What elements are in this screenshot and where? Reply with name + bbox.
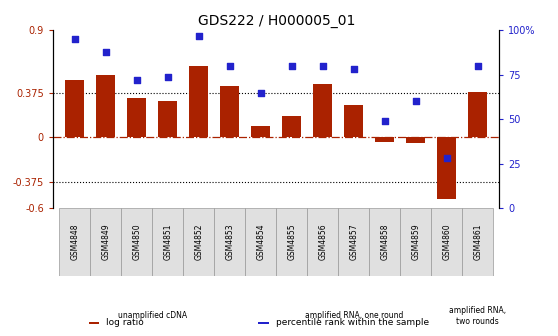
Bar [258,322,269,324]
Point [70,37,79,42]
Bar [214,208,245,276]
Point [318,63,327,69]
Text: GSM4849: GSM4849 [101,223,110,260]
Text: GSM4852: GSM4852 [194,224,203,260]
Bar [462,208,493,276]
Bar [468,92,487,137]
Text: GSM4850: GSM4850 [132,223,141,260]
Point [380,118,389,124]
Bar [276,208,307,276]
Bar [59,208,90,276]
Text: unamplified cDNA: unamplified cDNA [118,311,187,320]
Bar [183,208,214,276]
Text: GSM4848: GSM4848 [70,224,79,260]
Bar [314,84,332,137]
Bar [400,208,431,276]
Bar [220,86,239,137]
Bar [431,208,462,276]
Text: GSM4858: GSM4858 [380,224,389,260]
Bar [406,137,425,143]
Point [225,63,234,69]
Bar [307,208,338,276]
Bar [437,137,456,199]
Text: GSM4859: GSM4859 [411,223,420,260]
Text: percentile rank within the sample: percentile rank within the sample [276,319,429,327]
Text: GSM4861: GSM4861 [473,224,482,260]
Bar [376,137,394,142]
Bar [252,126,270,137]
Bar [89,322,99,324]
Point [194,33,203,38]
Bar [152,208,183,276]
Point [473,63,482,69]
Bar [245,208,276,276]
Point [349,67,358,72]
Point [101,49,110,54]
Text: amplified RNA, one round: amplified RNA, one round [305,311,403,320]
Text: GSM4854: GSM4854 [256,223,265,260]
Point [442,156,451,161]
Text: GSM4856: GSM4856 [318,223,327,260]
Text: log ratio: log ratio [106,319,144,327]
Point [163,74,172,79]
Bar [282,116,301,137]
Text: GSM4860: GSM4860 [442,223,451,260]
Bar [97,75,115,137]
Text: protocol: protocol [0,335,1,336]
Point [287,63,296,69]
Bar [90,208,121,276]
Bar [65,80,84,137]
Text: amplified RNA,
two rounds: amplified RNA, two rounds [449,306,506,326]
Title: GDS222 / H000005_01: GDS222 / H000005_01 [198,14,355,28]
Text: GSM4855: GSM4855 [287,223,296,260]
Bar [338,208,369,276]
Text: GSM4857: GSM4857 [349,223,358,260]
Bar [344,105,363,137]
Text: GSM4853: GSM4853 [225,223,234,260]
Bar [158,101,177,137]
Point [132,77,141,83]
Bar [127,98,146,137]
Text: GSM4851: GSM4851 [163,224,172,260]
Bar [189,66,208,137]
Point [411,99,420,104]
Point [256,90,265,95]
Bar [121,208,152,276]
Bar [369,208,400,276]
